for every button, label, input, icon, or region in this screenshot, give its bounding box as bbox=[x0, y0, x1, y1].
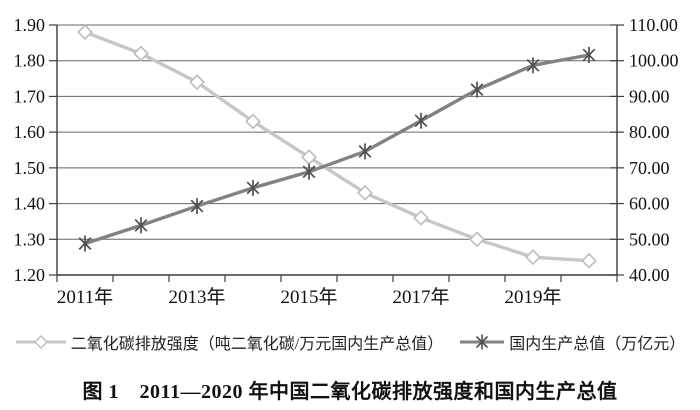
svg-text:2011年: 2011年 bbox=[57, 286, 113, 308]
svg-text:2015年: 2015年 bbox=[280, 286, 337, 308]
svg-text:2017年: 2017年 bbox=[392, 286, 449, 308]
svg-text:110.00: 110.00 bbox=[629, 15, 678, 35]
svg-text:1.30: 1.30 bbox=[14, 229, 46, 249]
chart-legend: 二氧化碳排放强度（吨二氧化碳/万元国内生产总值） 国内生产总值（万亿元） bbox=[0, 330, 700, 354]
gdp-series-line-asterisk-icon bbox=[460, 334, 505, 350]
figure-caption: 图 1 2011—2020 年中国二氧化碳排放强度和国内生产总值 bbox=[82, 381, 618, 403]
legend-item-co2-intensity: 二氧化碳排放强度（吨二氧化碳/万元国内生产总值） bbox=[15, 330, 443, 354]
legend-label-gdp: 国内生产总值（万亿元） bbox=[509, 336, 686, 353]
svg-text:1.70: 1.70 bbox=[14, 86, 46, 106]
legend-item-gdp: 国内生产总值（万亿元） bbox=[459, 330, 685, 354]
gridlines bbox=[57, 24, 617, 276]
svg-text:40.00: 40.00 bbox=[629, 265, 670, 285]
svg-text:1.60: 1.60 bbox=[14, 122, 46, 142]
svg-text:1.40: 1.40 bbox=[14, 194, 46, 214]
co2-series-line-diamond-icon bbox=[15, 335, 66, 349]
series-markers-co2-intensity bbox=[77, 24, 597, 269]
svg-text:1.50: 1.50 bbox=[14, 158, 46, 178]
series-markers-gdp bbox=[78, 47, 596, 252]
y-axis-left-labels: 1.20 1.30 1.40 1.50 1.60 1.70 1.80 1.90 bbox=[14, 15, 46, 285]
y-axis-right-labels: 40.00 50.00 60.00 70.00 80.00 90.00 100.00 110.… bbox=[629, 15, 679, 285]
svg-text:2013年: 2013年 bbox=[168, 286, 225, 308]
svg-text:1.20: 1.20 bbox=[14, 265, 46, 285]
svg-text:80.00: 80.00 bbox=[629, 122, 670, 142]
svg-text:50.00: 50.00 bbox=[629, 229, 670, 249]
axis-ticks bbox=[49, 24, 624, 282]
svg-text:1.80: 1.80 bbox=[14, 51, 46, 71]
svg-text:100.00: 100.00 bbox=[629, 51, 679, 71]
svg-text:2019年: 2019年 bbox=[504, 286, 561, 308]
x-axis-labels: 2011年 2013年 2015年 2017年 2019年 bbox=[57, 286, 562, 308]
series-line-co2-intensity bbox=[83, 30, 591, 263]
svg-text:90.00: 90.00 bbox=[629, 86, 670, 106]
svg-text:60.00: 60.00 bbox=[629, 194, 670, 214]
legend-label-co2-intensity: 二氧化碳排放强度（吨二氧化碳/万元国内生产总值） bbox=[70, 336, 444, 353]
series-line-gdp bbox=[83, 53, 591, 246]
svg-text:70.00: 70.00 bbox=[629, 158, 670, 178]
svg-text:1.90: 1.90 bbox=[14, 15, 46, 35]
line-chart: 1.20 1.30 1.40 1.50 1.60 1.70 1.80 1.90 40.00 50.… bbox=[14, 15, 679, 308]
